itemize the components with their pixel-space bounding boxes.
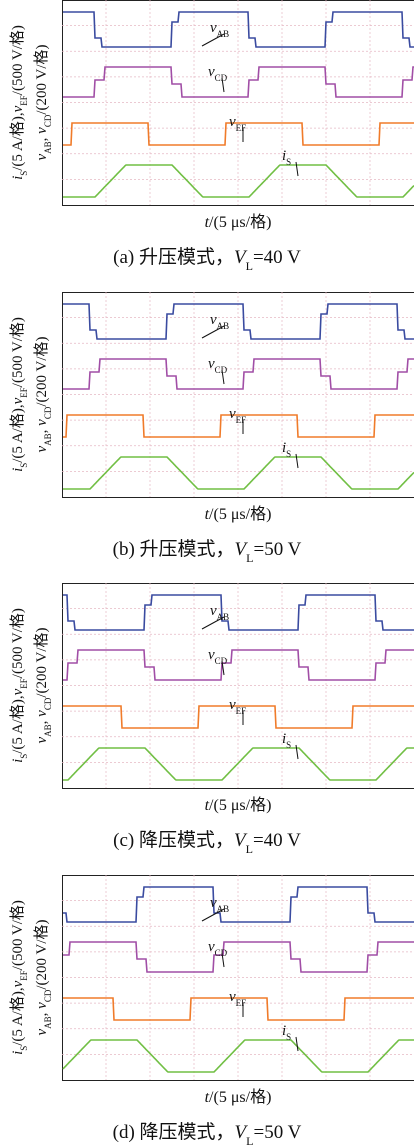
text-span: , <box>34 1009 50 1017</box>
text-span: =50 V <box>254 539 302 560</box>
text-span: EF <box>19 970 29 981</box>
text-span: (c) 降压模式， <box>113 829 234 851</box>
text-span: S <box>286 740 291 750</box>
text-span: /(5 A/格), <box>9 695 26 753</box>
text-span: /(200 V/格) <box>33 336 50 406</box>
caption: (d) 降压模式，VL=50 V <box>113 1121 302 1146</box>
y-axis-label: iS/(5 A/格),vEF/(500 V/格) <box>9 608 29 763</box>
plot-frame <box>63 584 414 789</box>
text-span: =40 V <box>253 830 301 851</box>
text-span: , <box>34 134 50 142</box>
text-span: L <box>246 551 253 565</box>
text-span: /(5 A/格), <box>9 112 26 170</box>
text-span: EF <box>19 387 29 398</box>
text-span: /(500 V/格) <box>9 900 26 970</box>
caption: (c) 降压模式，VL=40 V <box>113 829 301 856</box>
panel: vABvCDvEFiSiS/(5 A/格),vEF/(500 V/格)vAB, … <box>9 0 414 273</box>
text-span: EF <box>19 678 29 689</box>
text-span: S <box>286 157 291 167</box>
text-span: CD <box>215 365 228 375</box>
text-span: L <box>246 842 253 856</box>
text-span: CD <box>215 948 228 958</box>
text-span: L <box>246 259 253 273</box>
text-span: , <box>34 426 50 434</box>
x-axis-label: t/(5 μs/格) <box>205 1088 272 1106</box>
text-span: /(200 V/格) <box>33 627 50 697</box>
caption: (b) 升压模式，VL=50 V <box>113 538 302 565</box>
x-axis-label: t/(5 μs/格) <box>205 505 272 523</box>
text-span: EF <box>19 95 29 106</box>
text-span: (d) 降压模式， <box>113 1121 235 1143</box>
x-axis-label: t/(5 μs/格) <box>205 213 272 231</box>
text-span: S <box>286 449 291 459</box>
plot-frame <box>63 293 414 498</box>
text-span: /(5 μs/格) <box>209 796 271 814</box>
plot-frame <box>63 876 414 1081</box>
y-axis-label: vAB, vCD/(200 V/格) <box>33 44 53 160</box>
text-span: CD <box>215 656 228 666</box>
text-span: CD <box>43 989 53 1002</box>
text-span: /(500 V/格) <box>9 25 26 95</box>
text-span: =40 V <box>253 247 301 268</box>
text-span: /(5 μs/格) <box>209 505 271 523</box>
y-axis-label: vAB, vCD/(200 V/格) <box>33 627 53 743</box>
text-span: /(500 V/格) <box>9 317 26 387</box>
x-axis-label: t/(5 μs/格) <box>205 796 272 814</box>
text-span: , <box>34 717 50 725</box>
text-span: /(5 A/格), <box>9 404 26 462</box>
panel: vABvCDvEFiSiS/(5 A/格),vEF/(500 V/格)vAB, … <box>9 292 414 565</box>
y-axis-label: iS/(5 A/格),vEF/(500 V/格) <box>9 317 29 472</box>
text-span: AB <box>43 433 53 446</box>
text-span: AB <box>43 724 53 737</box>
text-span: CD <box>43 697 53 710</box>
plot-frame <box>63 1 414 206</box>
text-span: /(200 V/格) <box>33 44 50 114</box>
text-span: AB <box>43 1016 53 1029</box>
text-span: CD <box>43 114 53 127</box>
y-axis-label: vAB, vCD/(200 V/格) <box>33 336 53 452</box>
text-span: S <box>286 1032 291 1042</box>
text-span: (b) 升压模式， <box>113 538 235 560</box>
text-span: EF <box>236 998 247 1008</box>
text-span: /(200 V/格) <box>33 919 50 989</box>
text-span: /(500 V/格) <box>9 608 26 678</box>
text-span: /(5 μs/格) <box>209 1088 271 1106</box>
text-span: CD <box>215 73 228 83</box>
figure: vABvCDvEFiSiS/(5 A/格),vEF/(500 V/格)vAB, … <box>0 0 414 1146</box>
text-span: (a) 升压模式， <box>113 246 234 268</box>
caption: (a) 升压模式，VL=40 V <box>113 246 301 273</box>
text-span: EF <box>236 123 247 133</box>
text-span: =50 V <box>254 1122 302 1143</box>
text-span: L <box>246 1134 253 1146</box>
y-axis-label: iS/(5 A/格),vEF/(500 V/格) <box>9 25 29 180</box>
text-span: /(5 A/格), <box>9 987 26 1045</box>
y-axis-label: iS/(5 A/格),vEF/(500 V/格) <box>9 900 29 1055</box>
text-span: EF <box>236 706 247 716</box>
y-axis-label: vAB, vCD/(200 V/格) <box>33 919 53 1035</box>
text-span: EF <box>236 415 247 425</box>
text-span: CD <box>43 406 53 419</box>
text-span: AB <box>43 141 53 154</box>
text-span: /(5 μs/格) <box>209 213 271 231</box>
